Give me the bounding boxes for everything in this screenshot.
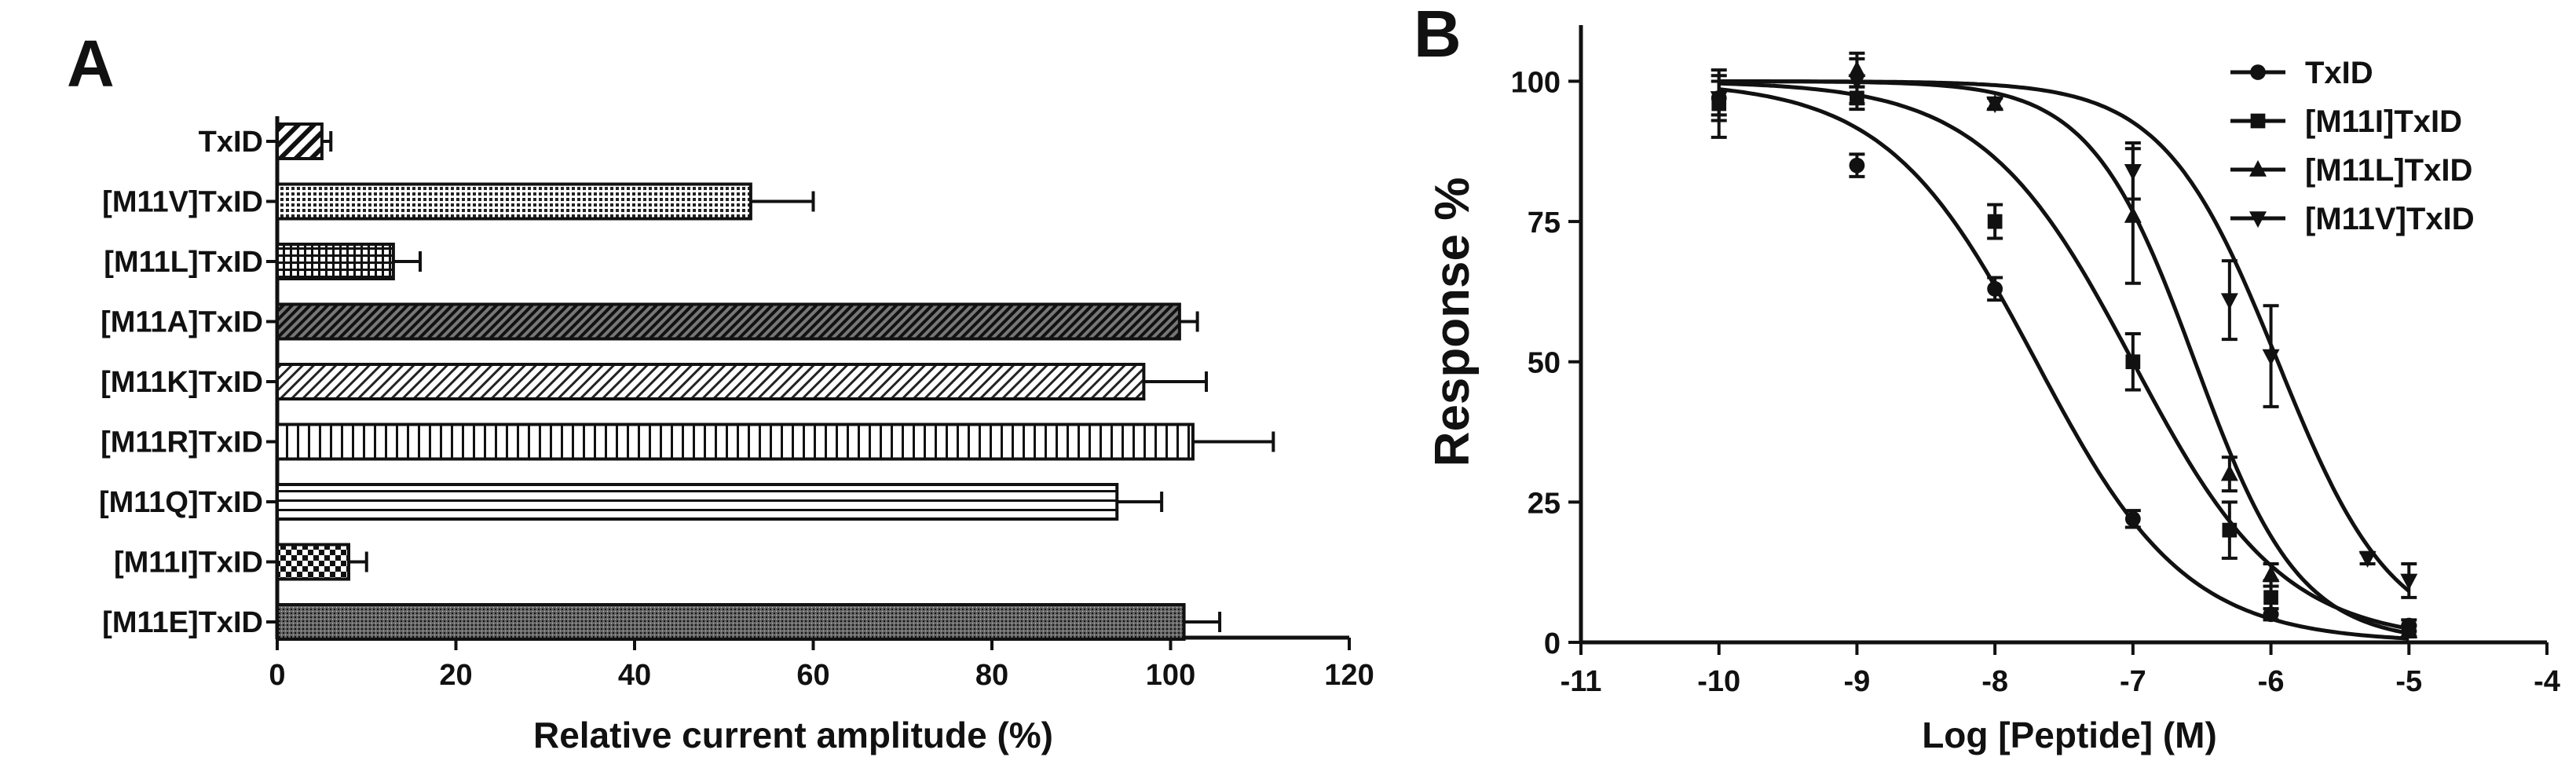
panel-a-bar [276,483,1119,521]
panel-b-y-tick-label: 0 [1544,627,1561,660]
panel-b-legend-label: [M11I]TxID [2305,104,2462,139]
panel-a-bar [276,243,395,280]
panel-b-point [2222,522,2238,538]
panel-b-x-tick-label: -7 [2120,665,2146,698]
panel-a-x-ticks: 0 20 40 60 80 100 120 [269,638,1374,692]
panel-a-bar [276,422,1195,461]
panel-a-bar [276,123,324,160]
panel-b-point [2124,510,2141,527]
panel-b-legend: TxID [M11I]TxID [M11L]TxID [M11V]TxID [2230,56,2475,236]
panel-a-category-label: TxID [199,126,263,159]
panel-a-x-tick-label: 120 [1324,659,1374,692]
panel-a-category-label: [M11R]TxID [101,426,263,459]
panel-a-bar [276,603,1186,641]
panel-b-y-tick-label: 75 [1528,207,1561,240]
panel-a-category-label: [M11Q]TxID [99,486,263,519]
panel-a-x-tick-label: 100 [1146,659,1195,692]
panel-a-letter: A [67,27,115,101]
panel-b-x-tick-label: -6 [2258,665,2285,698]
panel-b-point [2220,293,2238,310]
panel-b-legend-marker [2250,64,2266,80]
panel-b-axes [1579,25,2547,645]
panel-a-x-tick-label: 40 [618,659,651,692]
panel-a-bar [276,543,350,581]
panel-b-x-tick-label: -8 [1981,665,2008,698]
panel-b-point [1848,74,1866,91]
panel-b-x-tick-label: -5 [2395,665,2422,698]
panel-b-y-ticks: 0 25 50 75 100 [1511,66,1581,660]
panel-a-x-axis-title: Relative current amplitude (%) [533,715,1053,755]
panel-b-fit-curves [1718,79,2410,641]
panel-a-bar [276,302,1181,341]
panel-b-point [1987,280,2003,297]
panel-a-category-label: [M11E]TxID [102,606,263,639]
panel-b-x-tick-label: -10 [1697,665,1740,698]
panel-b-point [2358,551,2377,568]
panel-b-point [2263,590,2278,605]
panel-b-point [2125,354,2141,370]
panel-b-x-axis-title: Log [Peptide] (M) [1922,715,2217,755]
panel-a-bar [276,363,1146,400]
panel-b-legend-label: TxID [2305,56,2373,90]
panel-b-fit-curve [1718,81,2410,631]
panel-a-x-tick-label: 20 [439,659,472,692]
panel-b-y-tick-label: 25 [1528,487,1561,520]
panel-a-category-label: [M11L]TxID [104,246,263,279]
panel-b-y-tick-label: 50 [1528,347,1561,380]
panel-b-x-tick-label: -11 [1561,665,1602,698]
panel-b-legend-marker [2249,211,2267,229]
panel-a-x-tick-label: 60 [796,659,829,692]
panel-a-category-label: [M11K]TxID [101,366,263,399]
panel-b-x-ticks: -11 -10 -9 -8 -7 -6 -5 -4 [1561,642,2560,698]
panel-b-point [2124,206,2142,223]
panel-b-point [2220,464,2238,481]
panel-b-point [1710,91,1728,108]
panel-b-point [2400,573,2418,591]
panel-b-point [1849,157,1865,174]
panel-b-point [2400,621,2418,638]
panel-b-x-tick-label: -4 [2534,665,2560,698]
panel-b-legend-label: [M11L]TxID [2305,153,2472,188]
panel-b-x-tick-label: -9 [1844,665,1871,698]
panel-b-point [2262,565,2280,583]
panel-a-category-label: [M11V]TxID [102,186,263,219]
panel-a-category-label: [M11A]TxID [101,306,263,339]
panel-a-bars [276,123,1195,641]
panel-b-letter: B [1414,0,1462,71]
panel-b: -11 -10 -9 -8 -7 -6 -5 -4 0 25 50 75 100 TxID [M11I]… [1425,25,2560,755]
panel-a-x-tick-label: 0 [269,659,285,692]
panel-b-legend-label: [M11V]TxID [2305,202,2475,236]
panel-a-x-tick-label: 80 [975,659,1008,692]
panel-b-legend-marker [2250,113,2266,129]
panel-b-data-points [1710,51,2418,639]
panel-b-legend-marker [2249,159,2267,177]
panel-b-point [1987,214,2003,229]
panel-a-bar [276,182,752,221]
panel-b-point [1986,97,2004,114]
panel-b-point [2262,349,2280,366]
panel-b-point [2124,163,2142,181]
panel-a-category-labels: TxID [M11V]TxID [M11L]TxID [M11A]TxID [M11K]… [99,126,263,639]
panel-a: TxID [M11V]TxID [M11L]TxID [M11A]TxID [M11K]… [99,116,1374,755]
panel-a-error-bars [321,131,1275,632]
panel-b-y-tick-label: 100 [1511,66,1561,99]
panel-b-fit-curve [1718,87,2410,641]
panel-b-fit-curve [1718,79,2410,593]
panel-a-category-label: [M11I]TxID [114,547,263,580]
panel-b-y-axis-title: Response % [1425,177,1480,467]
